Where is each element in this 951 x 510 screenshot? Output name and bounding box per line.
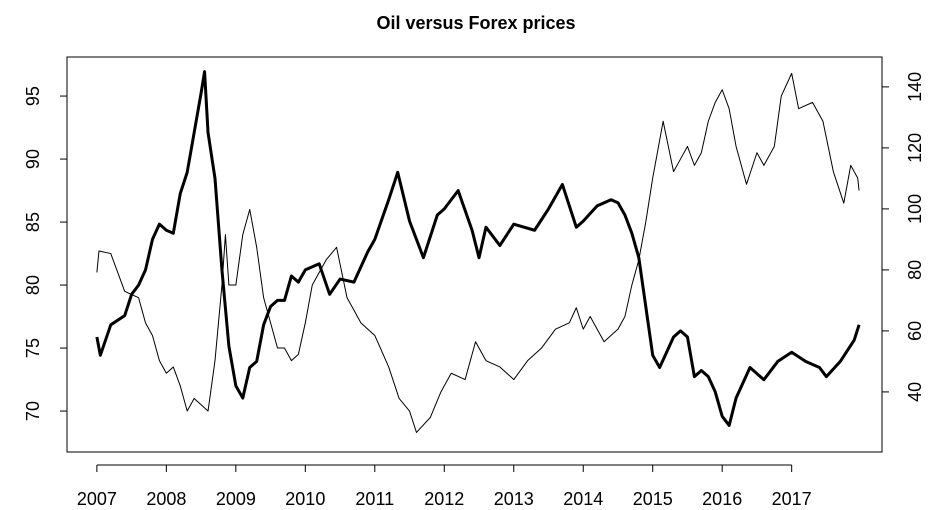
plot-frame [66, 56, 883, 453]
chart-title: Oil versus Forex prices [376, 13, 575, 33]
x-tick-label: 2015 [633, 489, 673, 509]
x-tick-label: 2010 [285, 489, 325, 509]
x-tick-label: 2007 [77, 489, 117, 509]
y-tick-label: 80 [23, 275, 43, 295]
series-line [95, 70, 861, 427]
x-tick-label: 2009 [216, 489, 256, 509]
y-tick-label: 85 [23, 212, 43, 232]
y-tick-label: 75 [23, 338, 43, 358]
x-tick-label: 2008 [146, 489, 186, 509]
y-tick-label: 95 [23, 86, 43, 106]
x-tick-label: 2012 [424, 489, 464, 509]
y-tick-label: 90 [23, 149, 43, 169]
x-tick-label: 2017 [772, 489, 812, 509]
y2-tick-label: 140 [905, 72, 925, 102]
y2-tick-label: 120 [905, 133, 925, 163]
y2-tick-label: 60 [905, 321, 925, 341]
x-tick-label: 2011 [355, 489, 394, 509]
x-tick-label: 2014 [563, 489, 603, 509]
y-tick-label: 70 [23, 401, 43, 421]
x-tick-label: 2013 [494, 489, 534, 509]
y2-tick-label: 100 [905, 194, 925, 224]
y2-tick-label: 80 [905, 260, 925, 280]
y2-tick-label: 40 [905, 382, 925, 402]
x-tick-label: 2016 [702, 489, 742, 509]
series-line [96, 72, 860, 433]
